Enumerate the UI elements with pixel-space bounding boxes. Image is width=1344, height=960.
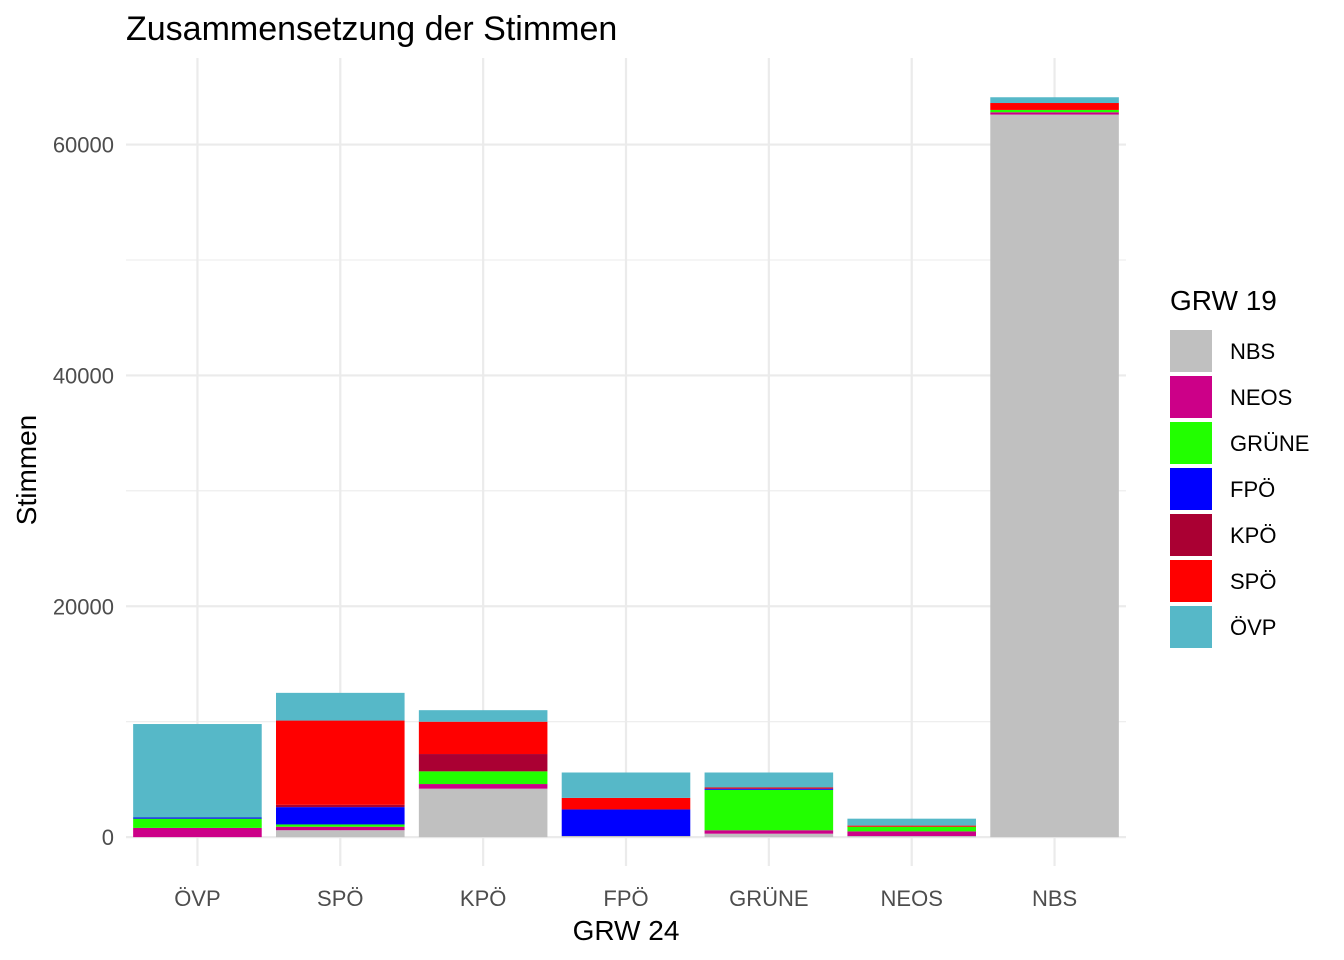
bar-segment — [276, 804, 405, 808]
chart-bars — [133, 97, 1119, 838]
x-tick-label: ÖVP — [174, 886, 220, 911]
bar-segment — [418, 721, 548, 755]
bar-segment — [990, 112, 1119, 115]
bar-segment — [704, 772, 834, 788]
bar-stack — [418, 710, 548, 838]
bar-segment — [276, 692, 405, 721]
bar-segment — [418, 784, 548, 789]
legend-label: NEOS — [1230, 385, 1292, 410]
bar-segment — [418, 754, 548, 772]
legend-item: GRÜNE — [1170, 422, 1309, 464]
bar-segment — [276, 807, 405, 825]
y-tick-label: 20000 — [53, 594, 114, 619]
bar-segment — [133, 724, 262, 818]
bar-segment — [990, 114, 1119, 838]
legend-item: ÖVP — [1170, 606, 1276, 648]
bar-segment — [133, 818, 262, 828]
legend-label: NBS — [1230, 339, 1275, 364]
bar-stack — [276, 692, 405, 838]
bar-segment — [704, 788, 834, 790]
bar-stack — [561, 772, 691, 838]
bar-segment — [990, 97, 1119, 104]
bar-segment — [133, 817, 262, 819]
chart-title: Zusammensetzung der Stimmen — [126, 10, 617, 48]
x-tick-label: KPÖ — [460, 886, 506, 911]
bar-segment — [847, 818, 976, 826]
x-tick-label: NEOS — [881, 886, 943, 911]
x-axis-tick-labels: ÖVP SPÖ KPÖ FPÖ GRÜNE NEOS NBS — [174, 886, 1077, 911]
bar-stack — [990, 97, 1119, 838]
legend-item: NBS — [1170, 330, 1275, 372]
bar-segment — [276, 824, 405, 827]
y-tick-label: 40000 — [53, 363, 114, 388]
bar-segment — [704, 830, 834, 834]
y-axis-title: Stimmen — [11, 415, 42, 525]
legend-swatch — [1170, 560, 1212, 602]
legend-item: SPÖ — [1170, 560, 1276, 602]
bar-segment — [276, 826, 405, 831]
bar-segment — [561, 797, 691, 810]
bar-stack — [847, 818, 976, 838]
legend-label: GRÜNE — [1230, 431, 1309, 456]
bar-segment — [847, 835, 976, 838]
bar-segment — [990, 109, 1119, 113]
legend-title: GRW 19 — [1170, 285, 1277, 316]
bar-segment — [561, 835, 691, 838]
bar-segment — [704, 833, 834, 838]
x-axis-title: GRW 24 — [573, 915, 680, 946]
bar-segment — [276, 830, 405, 838]
legend-label: FPÖ — [1230, 477, 1275, 502]
bar-segment — [990, 103, 1119, 110]
legend-item: KPÖ — [1170, 514, 1276, 556]
legend-label: ÖVP — [1230, 615, 1276, 640]
bar-segment — [418, 771, 548, 785]
legend-swatch — [1170, 514, 1212, 556]
bar-segment — [704, 789, 834, 831]
legend-swatch — [1170, 606, 1212, 648]
bar-segment — [847, 825, 976, 827]
legend-item: FPÖ — [1170, 468, 1275, 510]
x-tick-label: SPÖ — [317, 886, 363, 911]
y-axis-tick-labels: 0 20000 40000 60000 — [53, 133, 114, 851]
legend-item: NEOS — [1170, 376, 1292, 418]
bar-segment — [276, 720, 405, 805]
bar-segment — [418, 788, 548, 838]
bar-stack — [704, 772, 834, 838]
chart-legend: GRW 19 NBS NEOS GRÜNE FPÖ KPÖ SPÖ ÖVP — [1170, 285, 1309, 648]
bar-segment — [704, 787, 834, 789]
legend-items: NBS NEOS GRÜNE FPÖ KPÖ SPÖ ÖVP — [1170, 330, 1309, 648]
bar-segment — [561, 809, 691, 836]
legend-swatch — [1170, 422, 1212, 464]
legend-swatch — [1170, 468, 1212, 510]
y-tick-label: 60000 — [53, 133, 114, 158]
bar-stack — [133, 724, 262, 838]
legend-swatch — [1170, 330, 1212, 372]
y-tick-label: 0 — [102, 825, 114, 850]
legend-label: KPÖ — [1230, 523, 1276, 548]
bar-segment — [133, 827, 262, 838]
x-tick-label: GRÜNE — [729, 886, 808, 911]
legend-swatch — [1170, 376, 1212, 418]
x-tick-label: NBS — [1032, 886, 1077, 911]
bar-segment — [847, 831, 976, 836]
bar-segment — [561, 772, 691, 798]
legend-label: SPÖ — [1230, 569, 1276, 594]
x-tick-label: FPÖ — [603, 886, 648, 911]
bar-segment — [418, 710, 548, 722]
bar-segment — [847, 826, 976, 832]
